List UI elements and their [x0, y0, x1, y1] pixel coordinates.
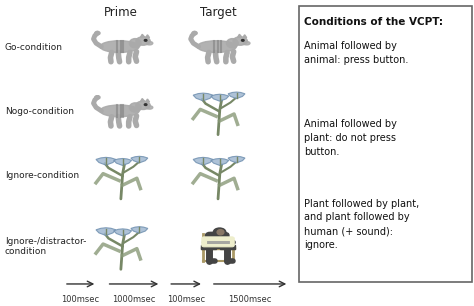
Ellipse shape [129, 39, 141, 48]
Polygon shape [96, 157, 116, 165]
Ellipse shape [217, 230, 224, 235]
Text: Nogo-condition: Nogo-condition [5, 107, 74, 116]
Polygon shape [211, 159, 229, 166]
Circle shape [213, 228, 226, 236]
Text: 100msec: 100msec [167, 295, 205, 304]
Polygon shape [146, 99, 149, 102]
Circle shape [95, 32, 100, 35]
Text: Animal followed by
plant: do not press
button.: Animal followed by plant: do not press b… [304, 119, 397, 157]
Bar [219, 245, 235, 249]
Text: Animal followed by
animal: press button.: Animal followed by animal: press button. [304, 41, 409, 65]
Text: Ignore-/distractor-
condition: Ignore-/distractor- condition [5, 237, 86, 256]
Ellipse shape [100, 41, 139, 53]
Text: Go-condition: Go-condition [5, 43, 63, 52]
Polygon shape [228, 92, 245, 99]
Bar [201, 247, 235, 249]
Text: 100msec: 100msec [62, 295, 100, 304]
FancyBboxPatch shape [206, 232, 229, 248]
Polygon shape [237, 34, 242, 37]
Ellipse shape [136, 37, 150, 45]
Polygon shape [131, 156, 148, 163]
Polygon shape [146, 35, 149, 38]
Text: 1500msec: 1500msec [228, 295, 272, 304]
FancyBboxPatch shape [202, 237, 234, 247]
Bar [299, 6, 472, 282]
Text: Plant followed by plant,
and plant followed by
human (+ sound):
ignore.: Plant followed by plant, and plant follo… [304, 199, 419, 250]
Circle shape [144, 104, 147, 106]
Ellipse shape [227, 39, 238, 48]
Circle shape [192, 32, 197, 35]
Polygon shape [193, 157, 213, 165]
Polygon shape [131, 227, 148, 233]
Text: 1000msec: 1000msec [112, 295, 155, 304]
Polygon shape [193, 93, 213, 101]
Polygon shape [243, 35, 247, 38]
Ellipse shape [244, 42, 250, 45]
Ellipse shape [136, 101, 150, 110]
Polygon shape [140, 34, 145, 37]
Ellipse shape [146, 106, 153, 109]
Text: Prime: Prime [104, 6, 138, 19]
Polygon shape [114, 159, 132, 166]
Circle shape [95, 96, 100, 99]
Polygon shape [228, 156, 245, 163]
Polygon shape [96, 228, 116, 236]
Ellipse shape [129, 103, 141, 112]
Text: Conditions of the VCPT:: Conditions of the VCPT: [304, 17, 443, 27]
Ellipse shape [100, 105, 139, 117]
Polygon shape [140, 99, 145, 102]
Polygon shape [211, 94, 229, 101]
Ellipse shape [197, 41, 237, 53]
Ellipse shape [233, 37, 247, 45]
Text: Target: Target [200, 6, 237, 19]
Polygon shape [114, 229, 132, 236]
Ellipse shape [146, 42, 153, 45]
Circle shape [144, 39, 147, 41]
Circle shape [241, 39, 244, 41]
Bar [201, 245, 217, 249]
Text: Ignore-condition: Ignore-condition [5, 171, 79, 181]
